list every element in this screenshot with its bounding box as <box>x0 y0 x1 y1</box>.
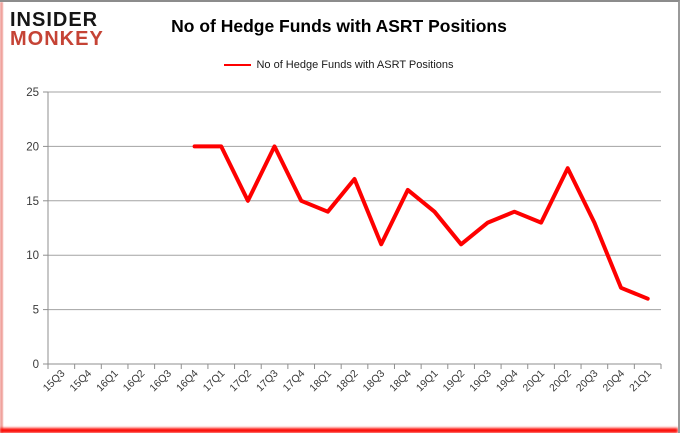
x-tick-label-18Q3: 18Q3 <box>361 368 388 395</box>
x-tick-label-17Q1: 17Q1 <box>201 368 228 395</box>
x-tick-label-17Q3: 17Q3 <box>254 368 281 395</box>
x-tick-label-17Q2: 17Q2 <box>227 368 254 395</box>
logo-word-insider: INSIDER <box>10 9 99 31</box>
legend-label: No of Hedge Funds with ASRT Positions <box>256 59 454 71</box>
y-tick-label-0: 0 <box>33 359 39 371</box>
x-tick-label-15Q3: 15Q3 <box>41 368 68 395</box>
page-title: No of Hedge Funds with ASRT Positions <box>171 16 507 36</box>
y-tick-label-10: 10 <box>26 250 39 262</box>
y-tick-label-20: 20 <box>26 141 39 153</box>
x-tick-label-20Q4: 20Q4 <box>600 368 627 395</box>
x-tick-label-16Q4: 16Q4 <box>174 368 201 395</box>
insider-monkey-logo: INSIDER MONKEY <box>10 10 135 50</box>
x-tick-label-17Q4: 17Q4 <box>281 368 308 395</box>
x-tick-label-16Q3: 16Q3 <box>147 368 174 395</box>
x-tick-label-20Q1: 20Q1 <box>521 368 548 395</box>
x-tick-label-15Q4: 15Q4 <box>67 368 94 395</box>
legend-line-swatch <box>224 64 252 66</box>
x-tick-label-18Q4: 18Q4 <box>387 368 414 395</box>
x-tick-label-16Q1: 16Q1 <box>94 368 121 395</box>
bottom-accent-bar <box>0 428 678 433</box>
x-tick-label-19Q2: 19Q2 <box>441 368 468 395</box>
logo-word-monkey: MONKEY <box>10 28 104 50</box>
legend: No of Hedge Funds with ASRT Positions <box>0 59 678 71</box>
x-tick-label-21Q1: 21Q1 <box>627 368 654 395</box>
y-tick-label-5: 5 <box>33 305 39 317</box>
y-tick-label-15: 15 <box>26 196 39 208</box>
x-tick-label-19Q1: 19Q1 <box>414 368 441 395</box>
x-tick-label-20Q3: 20Q3 <box>574 368 601 395</box>
x-tick-label-20Q2: 20Q2 <box>547 368 574 395</box>
x-tick-label-18Q1: 18Q1 <box>307 368 334 395</box>
left-accent-bar <box>0 2 3 433</box>
series-line-0 <box>192 144 650 301</box>
y-tick-label-25: 25 <box>26 87 39 99</box>
x-tick-label-19Q3: 19Q3 <box>467 368 494 395</box>
x-tick-label-16Q2: 16Q2 <box>121 368 148 395</box>
x-tick-label-18Q2: 18Q2 <box>334 368 361 395</box>
x-tick-label-19Q4: 19Q4 <box>494 368 521 395</box>
